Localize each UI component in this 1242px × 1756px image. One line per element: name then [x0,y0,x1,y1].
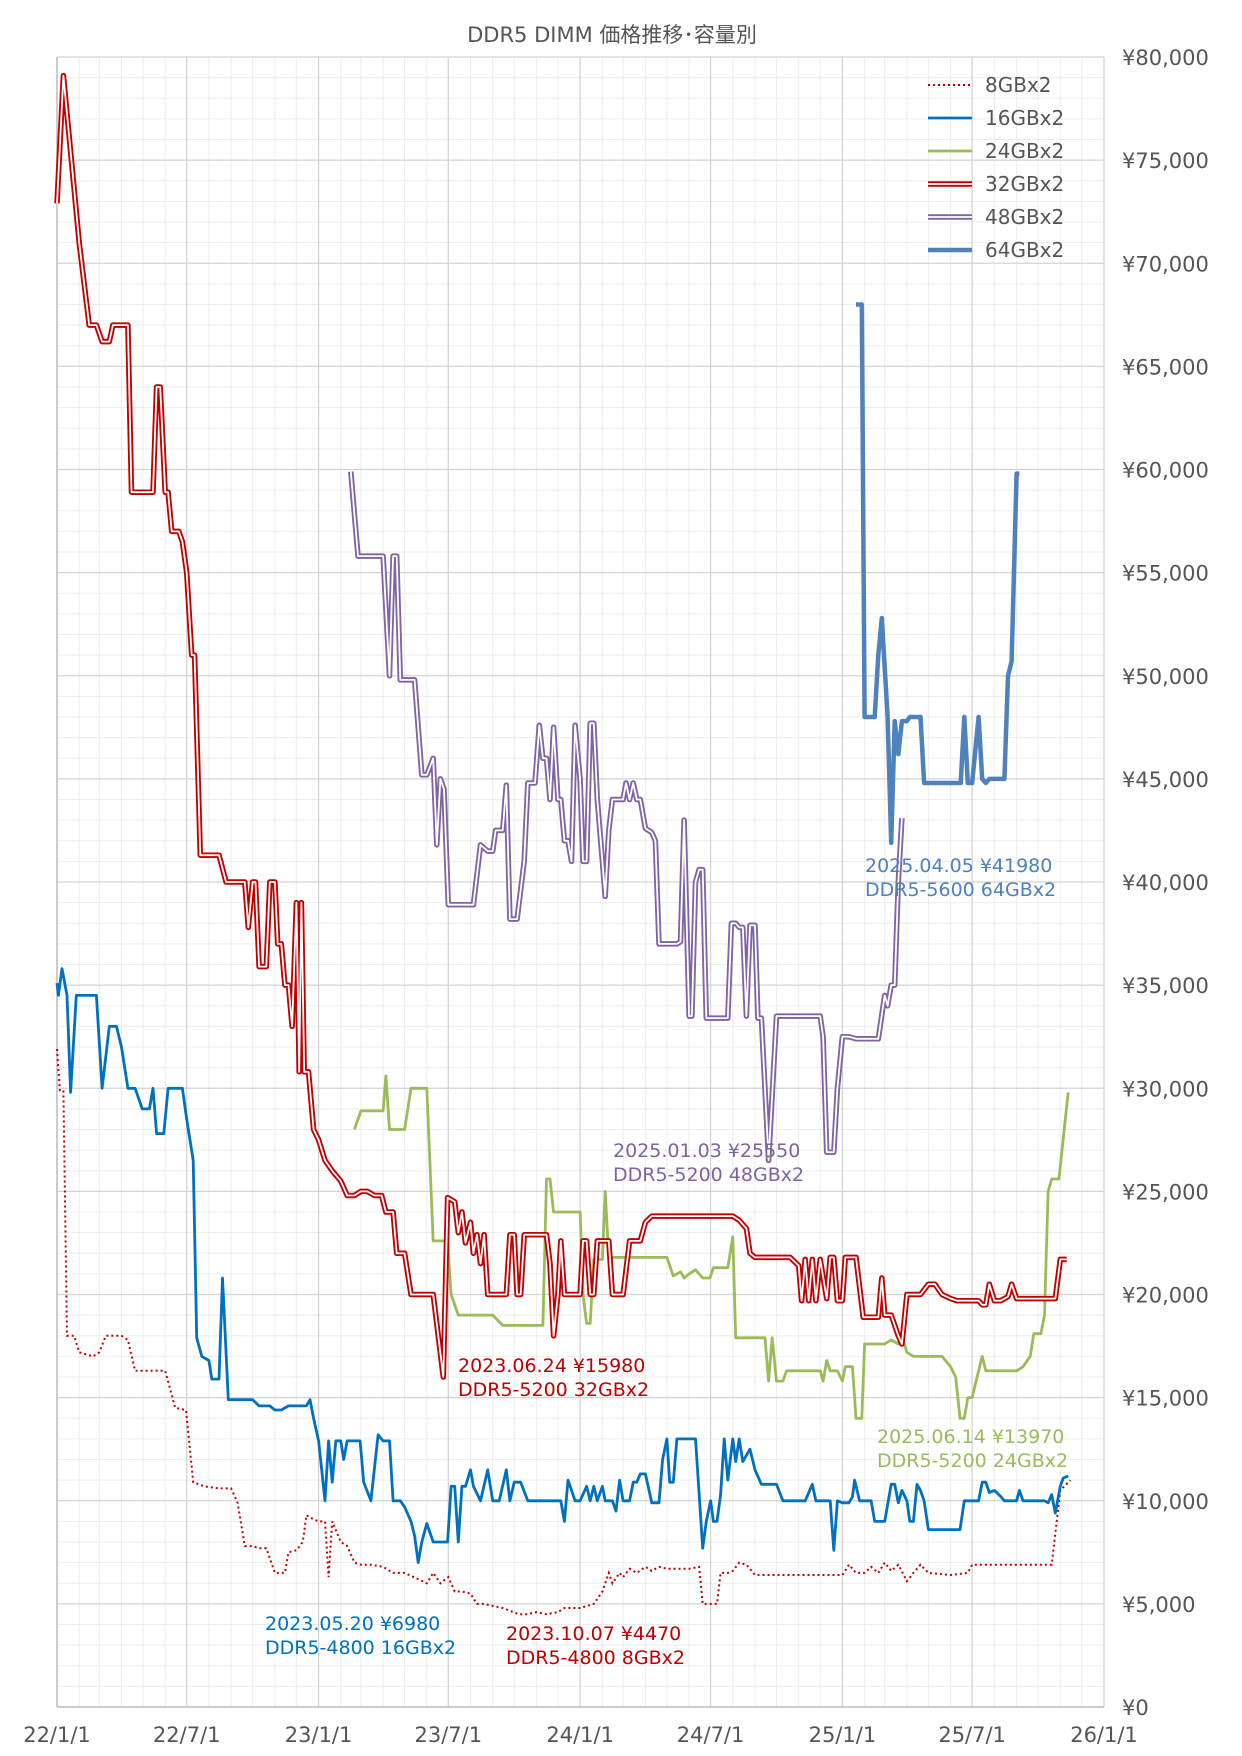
annotation-line2: DDR5-5200 48GBx2 [613,1164,804,1186]
y-tick-label: ¥45,000 [1122,768,1209,792]
x-tick-label: 26/1/1 [1070,1723,1138,1747]
annotation-line2: DDR5-5200 24GBx2 [877,1450,1068,1472]
series-64GBx2-line [856,302,1020,846]
series-24GBx2 [353,1074,1070,1420]
x-tick-label: 23/7/1 [414,1723,482,1747]
annotation-line1: 2023.10.07 ¥4470 [506,1623,681,1645]
series-24GBx2-line [353,1074,1070,1420]
y-tick-label: ¥10,000 [1122,1490,1209,1514]
series-layer [54,72,1072,1616]
y-tick-label: ¥40,000 [1122,871,1209,895]
y-tick-label: ¥50,000 [1122,665,1209,689]
legend-item-32GBx2: 32GBx2 [928,172,1064,196]
y-tick-label: ¥80,000 [1122,46,1209,70]
legend-item-24GBx2: 24GBx2 [928,139,1064,163]
legend-label: 32GBx2 [985,172,1064,196]
x-tick-label: 25/1/1 [809,1723,877,1747]
annotation-line1: 2023.06.24 ¥15980 [458,1355,645,1377]
annotation-line2: DDR5-5200 32GBx2 [458,1379,649,1401]
series-16GBx2 [55,967,1069,1564]
series-8GBx2 [56,1049,1072,1616]
axes [56,57,1104,1708]
x-tick-label: 23/1/1 [285,1723,353,1747]
y-tick-label: ¥15,000 [1122,1387,1209,1411]
y-tick-label: ¥60,000 [1122,459,1209,483]
series-16GBx2-line [55,967,1069,1564]
y-tick-label: ¥30,000 [1122,1077,1209,1101]
annotation-line1: 2025.04.05 ¥41980 [865,855,1052,877]
legend-item-48GBx2: 48GBx2 [928,205,1064,229]
legend-label: 24GBx2 [985,139,1064,163]
y-tick-label: ¥55,000 [1122,562,1209,586]
y-tick-label: ¥75,000 [1122,149,1209,173]
series-48GBx2 [348,471,905,1164]
annotation-line1: 2023.05.20 ¥6980 [265,1613,440,1635]
legend-label: 64GBx2 [985,238,1064,262]
annotation-line1: 2025.06.14 ¥13970 [877,1426,1064,1448]
series-64GBx2 [856,302,1020,846]
legend: 8GBx2 16GBx2 24GBx2 32GBx2 48GBx2 64GBx2 [928,73,1064,262]
series-32GBx2-line-inner [56,74,1067,1378]
x-tick-label: 25/7/1 [938,1723,1006,1747]
annotation-line2: DDR5-5600 64GBx2 [865,879,1056,901]
x-axis-tick-labels: 22/1/1 22/7/1 23/1/1 23/7/1 24/1/1 24/7/1 25/1… [23,1723,1138,1747]
x-tick-label: 22/7/1 [153,1723,221,1747]
annotation-line1: 2025.01.03 ¥25550 [613,1140,800,1162]
y-tick-label: ¥70,000 [1122,252,1209,276]
chart-title: DDR5 DIMM 価格推移･容量別 [467,23,757,47]
series-8GBx2-line [56,1049,1072,1616]
series-48GBx2-line-inner [349,471,903,1162]
y-tick-label: ¥65,000 [1122,355,1209,379]
legend-item-8GBx2: 8GBx2 [928,73,1052,97]
y-tick-label: ¥20,000 [1122,1284,1209,1308]
legend-item-64GBx2: 64GBx2 [928,238,1064,262]
series-32GBx2 [54,72,1067,1380]
y-axis-tick-labels: ¥0 ¥5,000 ¥10,000 ¥15,000 ¥20,000 ¥25,000 ¥30,… [1122,46,1209,1720]
y-tick-label: ¥0 [1122,1696,1149,1720]
x-tick-label: 24/7/1 [677,1723,745,1747]
annotation-line2: DDR5-4800 16GBx2 [265,1637,456,1659]
legend-label: 8GBx2 [985,73,1052,97]
legend-label: 48GBx2 [985,205,1064,229]
legend-item-16GBx2: 16GBx2 [928,106,1064,130]
y-tick-label: ¥25,000 [1122,1180,1209,1204]
annotation-line2: DDR5-4800 8GBx2 [506,1647,685,1669]
x-tick-label: 24/1/1 [546,1723,614,1747]
x-tick-label: 22/1/1 [23,1723,91,1747]
legend-label: 16GBx2 [985,106,1064,130]
y-tick-label: ¥35,000 [1122,974,1209,998]
y-tick-label: ¥5,000 [1122,1593,1195,1617]
